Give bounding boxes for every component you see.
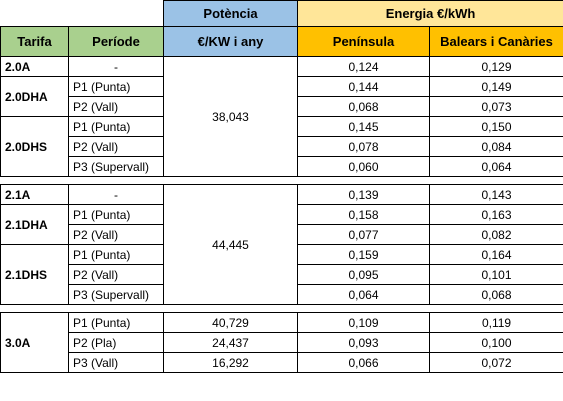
- potencia-cell: 16,292: [163, 352, 298, 373]
- group-spacer: [1, 177, 563, 185]
- potencia-cell: 40,729: [163, 312, 298, 333]
- peninsula-price-cell: 0,109: [297, 312, 430, 333]
- peninsula-price-cell: 0,060: [297, 156, 430, 177]
- group-spacer: [1, 305, 563, 313]
- balears-price-cell: 0,068: [428, 284, 563, 305]
- balears-price-cell: 0,149: [428, 76, 563, 97]
- energia-header: Energia €/kWh: [296, 0, 563, 27]
- tarifa-header: Tarifa: [0, 26, 69, 57]
- peninsula-price-cell: 0,145: [297, 116, 430, 137]
- periode-cell: P2 (Vall): [68, 136, 164, 157]
- tarifa-cell: 2.0DHA: [0, 76, 69, 117]
- tarifa-cell: 2.0DHS: [0, 116, 69, 177]
- table-row: 2.1DHA P1 (Punta) 0,158 0,163: [0, 204, 563, 245]
- potencia-header: Potència: [163, 0, 298, 27]
- tariff-table: Potència Energia €/kWh Tarifa Període €/…: [0, 0, 563, 373]
- table-row: P2 (Vall) 0,095 0,101: [1, 264, 563, 285]
- tarifa-cell: 2.1A: [0, 184, 69, 205]
- peninsula-price-cell: 0,124: [297, 56, 430, 77]
- peninsula-price-cell: 0,095: [297, 264, 430, 285]
- table-row: P3 (Vall) 16,292 0,066 0,072: [1, 352, 563, 373]
- potencia-cell: 24,437: [163, 332, 298, 353]
- balears-price-cell: 0,072: [428, 352, 563, 373]
- potencia-cell: 38,043: [163, 56, 298, 177]
- periode-cell: P3 (Vall): [68, 352, 164, 373]
- table-row: P2 (Vall) 0,077 0,082: [1, 224, 563, 245]
- table-row: 2.0A -38,043 0,124 0,129: [0, 56, 563, 177]
- periode-cell: -: [68, 184, 164, 205]
- periode-cell: P3 (Supervall): [68, 156, 164, 177]
- table-body: 2.0A -38,043 0,124 0,129 2.0DHA P1 (Punta) 0,1…: [0, 56, 563, 373]
- balears-header: Balears i Canàries: [428, 26, 563, 57]
- table-row: P3 (Supervall) 0,064 0,068: [1, 284, 563, 305]
- peninsula-price-cell: 0,158: [297, 204, 430, 225]
- periode-cell: P1 (Punta): [68, 76, 164, 97]
- balears-price-cell: 0,164: [428, 244, 563, 265]
- tarifa-cell: 2.1DHA: [0, 204, 69, 245]
- table-row: 3.0A P1 (Punta) 40,729 0,109 0,119: [0, 312, 563, 373]
- table-row: 2.0DHA P1 (Punta) 0,144 0,149: [0, 76, 563, 117]
- peninsula-price-cell: 0,066: [297, 352, 430, 373]
- balears-price-cell: 0,119: [428, 312, 563, 333]
- peninsula-price-cell: 0,139: [297, 184, 430, 205]
- balears-price-cell: 0,064: [428, 156, 563, 177]
- peninsula-header: Península: [297, 26, 430, 57]
- periode-cell: P1 (Punta): [68, 204, 164, 225]
- potencia-unit-header: €/KW i any: [163, 26, 298, 57]
- balears-price-cell: 0,084: [428, 136, 563, 157]
- table-row: P3 (Supervall) 0,060 0,064: [1, 156, 563, 177]
- peninsula-price-cell: 0,078: [297, 136, 430, 157]
- periode-cell: P2 (Vall): [68, 96, 164, 117]
- peninsula-price-cell: 0,064: [297, 284, 430, 305]
- periode-cell: P2 (Vall): [68, 224, 164, 245]
- balears-price-cell: 0,100: [428, 332, 563, 353]
- periode-cell: P3 (Supervall): [68, 284, 164, 305]
- peninsula-price-cell: 0,077: [297, 224, 430, 245]
- periode-cell: -: [68, 56, 164, 77]
- tarifa-cell: 2.1DHS: [0, 244, 69, 305]
- periode-cell: P1 (Punta): [68, 244, 164, 265]
- periode-cell: P1 (Punta): [68, 312, 164, 333]
- empty-header-cell: [1, 1, 164, 27]
- peninsula-price-cell: 0,093: [297, 332, 430, 353]
- peninsula-price-cell: 0,068: [297, 96, 430, 117]
- table-row: P2 (Pla) 24,437 0,093 0,100: [1, 332, 563, 353]
- table-row: 2.1A -44,445 0,139 0,143: [0, 184, 563, 305]
- balears-price-cell: 0,143: [428, 184, 563, 205]
- group-spacer-cell: [1, 177, 563, 185]
- potencia-cell: 44,445: [163, 184, 298, 305]
- balears-price-cell: 0,163: [428, 204, 563, 225]
- balears-price-cell: 0,073: [428, 96, 563, 117]
- table-row: 2.1DHS P1 (Punta) 0,159 0,164: [0, 244, 563, 305]
- balears-price-cell: 0,101: [428, 264, 563, 285]
- balears-price-cell: 0,129: [428, 56, 563, 77]
- peninsula-price-cell: 0,159: [297, 244, 430, 265]
- periode-header: Període: [68, 26, 164, 57]
- periode-cell: P2 (Pla): [68, 332, 164, 353]
- tarifa-cell: 3.0A: [0, 312, 69, 373]
- periode-cell: P2 (Vall): [68, 264, 164, 285]
- periode-cell: P1 (Punta): [68, 116, 164, 137]
- peninsula-price-cell: 0,144: [297, 76, 430, 97]
- tarifa-cell: 2.0A: [0, 56, 69, 77]
- table-row: P2 (Vall) 0,078 0,084: [1, 136, 563, 157]
- balears-price-cell: 0,150: [428, 116, 563, 137]
- balears-price-cell: 0,082: [428, 224, 563, 245]
- group-spacer-cell: [1, 305, 563, 313]
